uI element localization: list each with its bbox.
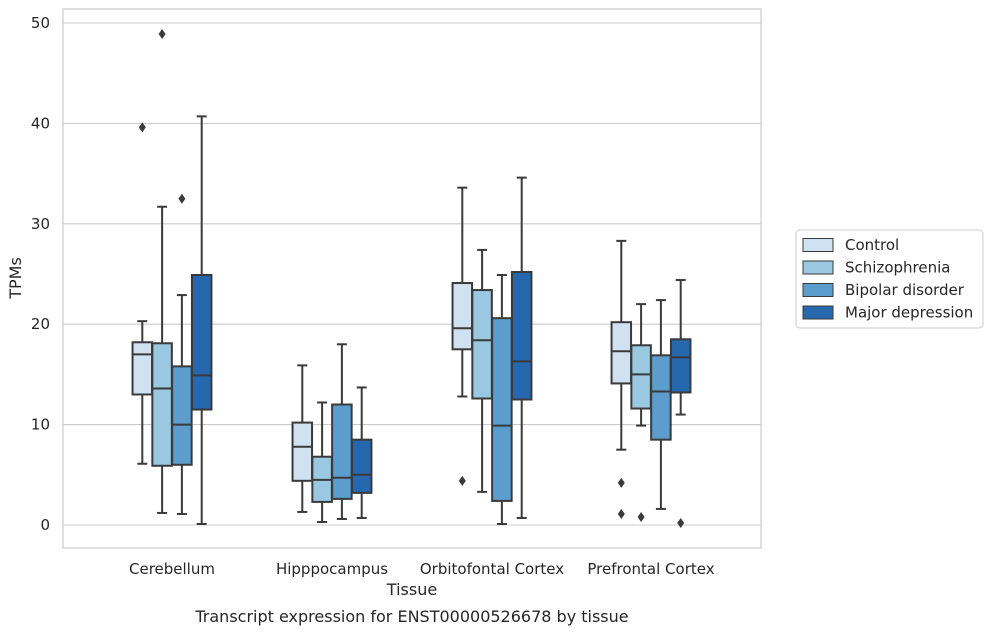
box-bipolar-disorder <box>491 274 513 525</box>
y-axis-title: TPMs <box>6 257 25 300</box>
legend-swatch <box>802 238 834 252</box>
outlier-point <box>158 29 166 40</box>
legend-swatch <box>802 305 834 320</box>
box-iqr <box>151 342 173 467</box>
outlier-point <box>637 511 645 522</box>
legend-swatch <box>802 283 834 297</box>
box-major-depression <box>510 176 533 519</box>
legend-label: Schizophrenia <box>845 259 950 277</box>
x-tick-label: Orbitofontal Cortex <box>420 560 564 578</box>
box-iqr <box>350 438 373 494</box>
legend-swatch <box>802 260 834 275</box>
y-tick-labels: 0 10 20 30 40 50 <box>31 14 50 534</box>
box-bipolar-disorder <box>650 299 672 510</box>
box-major-depression <box>669 279 692 528</box>
box-iqr <box>669 338 692 394</box>
box-iqr <box>331 403 353 500</box>
chart-caption: Transcript expression for ENST0000052667… <box>194 607 628 626</box>
box-major-depression <box>190 115 213 525</box>
outlier-point <box>617 508 625 519</box>
x-tick-labels: Cerebellum Hipppocampus Orbitofontal Corte… <box>129 560 715 578</box>
outlier-point <box>138 122 146 133</box>
box-schizophrenia <box>630 303 652 522</box>
box-control <box>291 364 314 513</box>
box-iqr <box>131 341 154 396</box>
legend-label: Major depression <box>845 304 973 322</box>
outlier-point <box>178 193 186 204</box>
plot-frame <box>62 8 762 549</box>
box-control <box>131 122 154 465</box>
box-schizophrenia <box>151 29 173 514</box>
box-schizophrenia <box>471 248 493 493</box>
x-tick-label: Hipppocampus <box>276 560 388 578</box>
outlier-point <box>617 477 625 488</box>
y-tick-label: 20 <box>31 315 50 333</box>
box-bipolar-disorder <box>331 343 353 520</box>
legend-frame <box>795 229 984 329</box>
box-major-depression <box>350 386 373 519</box>
box-control <box>451 186 474 486</box>
box-iqr <box>610 321 633 385</box>
box-iqr <box>451 282 474 351</box>
box-iqr <box>510 270 533 401</box>
box-iqr <box>190 274 213 411</box>
y-tick-label: 40 <box>31 114 50 132</box>
box-iqr <box>650 354 672 441</box>
legend: Control Schizophrenia Bipolar disorder Majo… <box>795 229 984 329</box>
outlier-point <box>458 475 466 486</box>
box-iqr <box>630 344 652 410</box>
box-layer <box>131 29 692 528</box>
box-iqr <box>171 365 193 466</box>
legend-label: Bipolar disorder <box>845 281 965 299</box>
y-tick-label: 30 <box>31 215 50 233</box>
box-control <box>610 239 633 519</box>
box-iqr <box>471 289 493 400</box>
y-tick-label: 0 <box>40 516 50 534</box>
y-tick-label: 50 <box>31 14 50 32</box>
x-tick-label: Prefrontal Cortex <box>587 560 714 578</box>
box-schizophrenia <box>311 401 333 523</box>
box-bipolar-disorder <box>171 193 193 515</box>
box-iqr <box>491 317 513 502</box>
box-iqr <box>291 421 314 482</box>
x-tick-label: Cerebellum <box>129 560 215 578</box>
legend-label: Control <box>845 236 899 254</box>
x-axis-title: Tissue <box>386 580 437 599</box>
y-tick-label: 10 <box>31 416 50 434</box>
outlier-point <box>677 517 685 528</box>
